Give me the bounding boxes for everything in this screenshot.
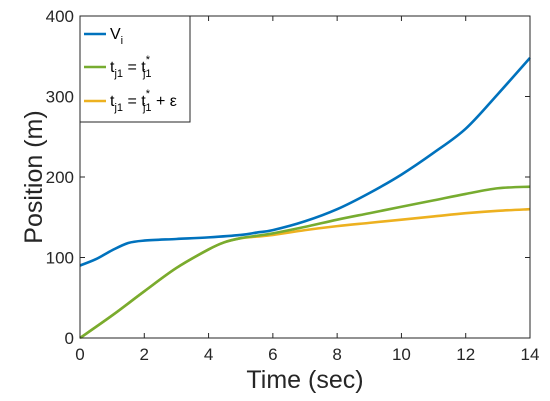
x-tick-label: 10	[392, 345, 411, 364]
x-tick-label: 2	[140, 345, 149, 364]
x-tick-label: 12	[456, 345, 475, 364]
legend-entry-0: Vi	[110, 26, 123, 47]
x-tick-label: 6	[268, 345, 277, 364]
series-layer	[79, 56, 531, 340]
y-tick-label: 0	[65, 329, 74, 348]
x-axis-label: Time (sec)	[246, 366, 363, 394]
x-tick-label: 8	[332, 345, 341, 364]
legend: Vi tj1 = t* j1 tj1 = t* j1 + ε	[79, 15, 191, 123]
x-tick-label: 14	[521, 345, 540, 364]
x-tick-label: 0	[75, 345, 84, 364]
legend-entry-1: tj1 = t* j1	[110, 54, 152, 80]
y-tick-label: 100	[46, 249, 74, 268]
y-tick-label: 200	[46, 168, 74, 187]
x-tick-label: 4	[204, 345, 213, 364]
y-tick-label: 400	[46, 7, 74, 26]
y-axis-label: Position (m)	[20, 110, 48, 243]
series-line-0	[79, 56, 531, 267]
ticks-layer: 0 2 4 6 8 10 12 14 0 100 200 300 400	[46, 7, 540, 364]
series-line-1	[79, 185, 531, 340]
y-tick-label: 300	[46, 88, 74, 107]
legend-entry-2: tj1 = t* j1 + ε	[110, 88, 177, 114]
